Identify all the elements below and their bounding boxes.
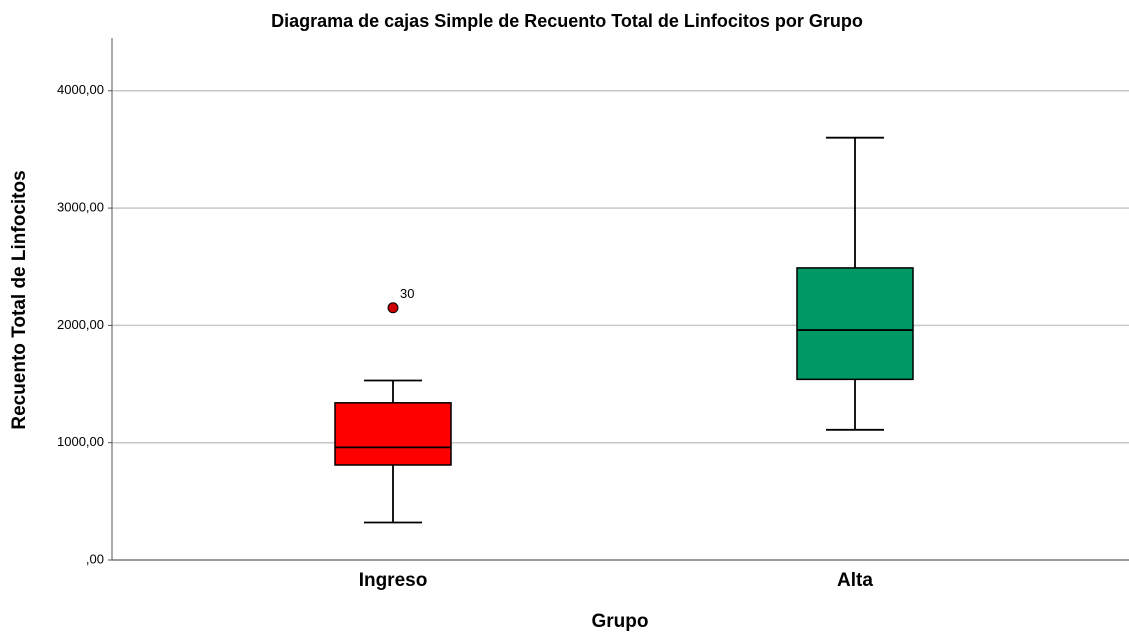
y-tick-label: 3000,00 [57,200,104,215]
x-tick-label: Alta [837,570,873,591]
outlier [387,302,399,314]
y-tick-label: 2000,00 [57,317,104,332]
x-tick-label: Ingreso [359,570,428,591]
x-axis-label: Grupo [592,611,649,632]
chart-title: Diagrama de cajas Simple de Recuento Tot… [271,11,863,31]
y-axis-label: Recuento Total de Linfocitos [9,170,30,429]
y-tick-label: 1000,00 [57,434,104,449]
box [334,402,452,466]
y-tick-label: 4000,00 [57,82,104,97]
y-tick-label: ,00 [86,551,104,566]
outlier-label: 30 [400,286,414,301]
box [796,267,914,381]
